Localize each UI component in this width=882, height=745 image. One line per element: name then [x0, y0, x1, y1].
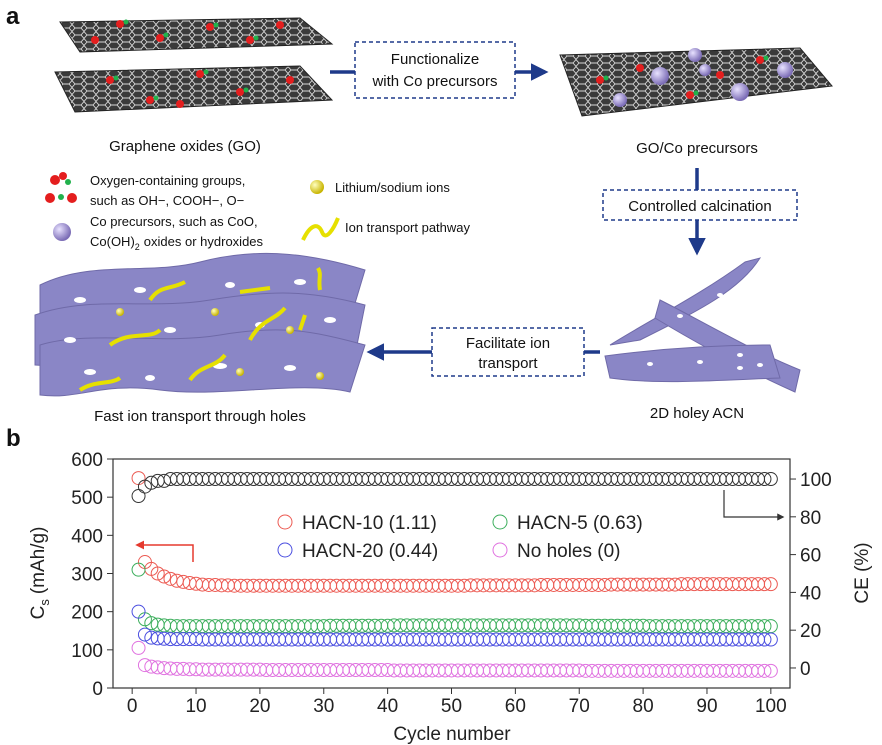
caption: GO/Co precursors — [636, 140, 758, 157]
x-tick-label: 80 — [633, 696, 654, 717]
legend-text-part: Co(OH) — [90, 234, 135, 249]
x-tick-label: 70 — [569, 696, 590, 717]
y-axis-label-part: (mAh/g) — [28, 527, 49, 595]
plot-frame — [113, 459, 790, 688]
legend-marker — [278, 515, 292, 529]
legend-text: Lithium/sodium ions — [335, 180, 450, 195]
data-point — [132, 563, 145, 576]
legend-label: HACN-20 (0.44) — [302, 541, 438, 562]
y-axis-label-sub: s — [37, 599, 52, 606]
y-axis-label-part: C — [28, 606, 49, 620]
x-tick-label: 30 — [313, 696, 334, 717]
y-tick-label: 0 — [92, 679, 103, 700]
legend-text: Co precursors, such as CoO, — [90, 214, 258, 229]
y2-axis-label: CE (%) — [852, 542, 873, 603]
x-tick-label: 0 — [127, 696, 138, 717]
legend-label: HACN-5 (0.63) — [517, 513, 643, 534]
data-point — [132, 490, 145, 503]
figure: a b Functionalize with Co precursors Gra… — [0, 0, 882, 745]
panel-label: a — [6, 3, 20, 30]
y2-tick-label: 80 — [800, 508, 821, 529]
x-tick-label: 40 — [377, 696, 398, 717]
y-tick-label: 300 — [71, 565, 103, 586]
stacked-holey-sheets — [35, 253, 365, 395]
legend-marker — [493, 515, 507, 529]
legend-text: such as OH−, COOH−, O− — [90, 193, 244, 208]
y-tick-label: 100 — [71, 641, 103, 662]
acn-sheets — [605, 258, 800, 392]
caption: Graphene oxides (GO) — [109, 138, 261, 155]
x-tick-label: 60 — [505, 696, 526, 717]
step-text: Functionalize — [391, 51, 479, 68]
step-text: Facilitate ion — [466, 335, 550, 352]
legend-text: Oxygen-containing groups, — [90, 173, 245, 188]
x-tick-label: 20 — [249, 696, 270, 717]
data-point — [132, 641, 145, 654]
x-tick-label: 50 — [441, 696, 462, 717]
y2-tick-label: 100 — [800, 470, 832, 491]
y2-tick-label: 60 — [800, 546, 821, 567]
legend-text: Co(OH)2 oxides or hydroxides — [90, 234, 264, 252]
x-tick-label: 90 — [696, 696, 717, 717]
y-axis-label: Cs (mAh/g) — [28, 527, 52, 620]
step-text: with Co precursors — [371, 73, 497, 90]
y-tick-label: 600 — [71, 450, 103, 471]
annotation-arrows — [137, 490, 783, 562]
legend-label: HACN-10 (1.11) — [302, 513, 437, 534]
data-point — [132, 605, 145, 618]
panel-label: b — [6, 425, 21, 452]
data-point — [132, 472, 145, 485]
caption: 2D holey ACN — [650, 405, 744, 422]
legend-text: Ion transport pathway — [345, 220, 471, 235]
y-tick-label: 200 — [71, 603, 103, 624]
legend-marker — [493, 543, 507, 557]
legend-text-part: oxides or hydroxides — [144, 234, 264, 249]
y-tick-label: 400 — [71, 526, 103, 547]
x-tick-label: 100 — [755, 696, 787, 717]
caption: Fast ion transport through holes — [94, 408, 306, 425]
y2-tick-label: 20 — [800, 621, 821, 642]
x-tick-label: 10 — [185, 696, 206, 717]
step-text: Controlled calcination — [628, 198, 771, 215]
legend-marker — [278, 543, 292, 557]
x-axis-label: Cycle number — [393, 724, 511, 745]
legend-text-sub: 2 — [135, 242, 140, 252]
step-text: transport — [478, 355, 538, 372]
y2-tick-label: 40 — [800, 583, 821, 604]
y-tick-label: 500 — [71, 488, 103, 509]
legend-label: No holes (0) — [517, 541, 621, 562]
y2-tick-label: 0 — [800, 659, 811, 680]
